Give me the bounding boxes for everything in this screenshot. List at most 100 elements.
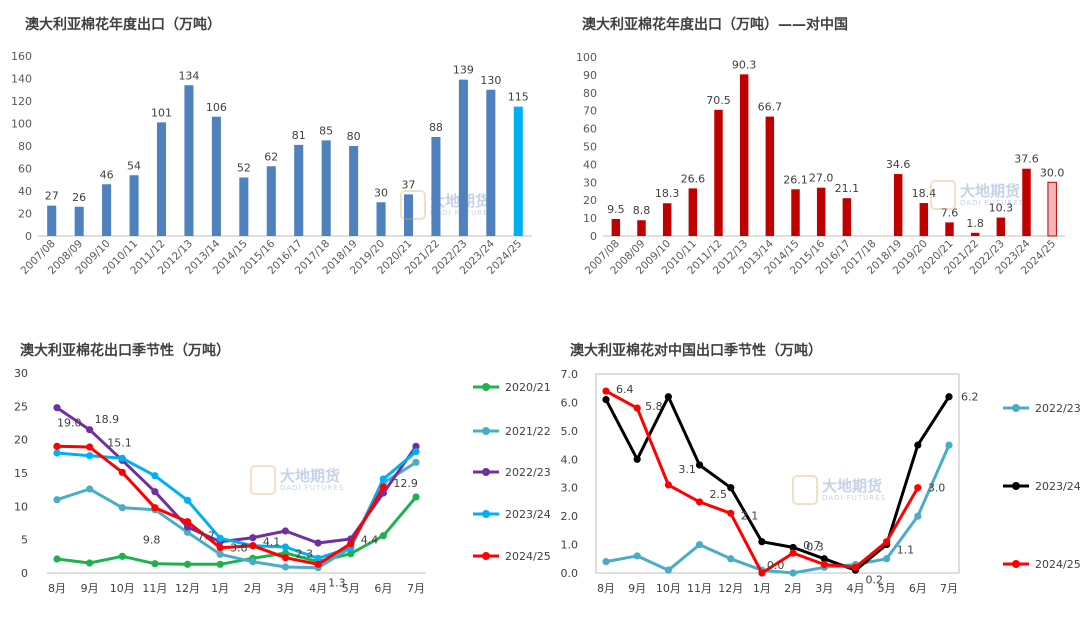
data-point — [883, 538, 891, 546]
y-tick-label: 30 — [14, 367, 28, 380]
watermark-mark-icon — [930, 180, 956, 210]
data-label: 34.6 — [886, 158, 911, 171]
data-label: 0.3 — [806, 540, 824, 553]
chart-title: 澳大利亚棉花出口季节性（万吨） — [20, 343, 230, 359]
data-label: 2.5 — [710, 488, 728, 501]
y-tick-label: 140 — [11, 73, 32, 86]
bar — [970, 232, 980, 236]
data-point — [281, 543, 290, 551]
bar — [156, 122, 167, 236]
y-tick-label: 80 — [583, 87, 597, 100]
data-label: 80 — [347, 130, 361, 143]
y-tick-label: 6.0 — [561, 396, 579, 409]
data-point — [727, 555, 735, 563]
data-point — [249, 534, 257, 542]
bar — [791, 189, 800, 236]
data-point — [412, 448, 420, 456]
data-point — [53, 555, 61, 563]
x-tick-label: 7月 — [407, 582, 425, 595]
data-point — [183, 528, 192, 536]
data-point — [758, 569, 766, 577]
data-label: 62 — [264, 150, 278, 163]
bar — [184, 85, 194, 236]
data-label: 26.1 — [783, 173, 808, 186]
y-tick-label: 20 — [583, 194, 597, 207]
data-point — [183, 518, 192, 526]
data-label: 90.3 — [732, 58, 757, 71]
data-point — [851, 563, 860, 571]
data-label: 0.2 — [865, 573, 883, 586]
y-tick-label: 7.0 — [561, 368, 579, 381]
x-tick-label: 1月 — [211, 582, 229, 595]
data-point — [633, 552, 641, 560]
data-label: 18.3 — [655, 187, 680, 200]
data-label: 27.0 — [809, 172, 834, 185]
data-point — [118, 468, 126, 476]
data-label: 130 — [480, 74, 501, 87]
data-label: 2.3 — [295, 548, 313, 561]
bar — [129, 175, 139, 236]
data-point — [183, 560, 192, 568]
data-label: 70.5 — [706, 94, 731, 107]
data-point — [727, 484, 735, 492]
watermark-mark-icon — [250, 465, 276, 495]
x-tick-label: 8月 — [597, 582, 615, 595]
data-point — [602, 558, 610, 566]
data-point — [118, 504, 126, 512]
data-label: 85 — [319, 124, 333, 137]
data-point — [53, 449, 61, 457]
data-point — [314, 539, 322, 547]
series-line — [605, 444, 951, 575]
bar — [662, 203, 672, 236]
y-tick-label: 30 — [583, 176, 597, 189]
data-label: 37 — [402, 178, 416, 191]
y-tick-label: 60 — [18, 163, 32, 176]
x-tick-label: 11月 — [142, 582, 167, 595]
bar — [688, 188, 698, 236]
data-label: 6.2 — [961, 391, 979, 404]
data-point — [695, 461, 704, 469]
watermark-mark-icon — [792, 475, 818, 505]
data-point — [86, 443, 94, 451]
x-tick-label: 10月 — [110, 582, 135, 595]
bar — [294, 144, 304, 236]
data-point — [789, 543, 797, 552]
y-tick-label: 20 — [14, 434, 28, 447]
legend-label: 2021/22 — [505, 425, 551, 438]
data-point — [379, 532, 387, 540]
data-label: 12.9 — [393, 477, 418, 490]
bar — [321, 140, 331, 236]
x-tick-label: 2月 — [244, 582, 262, 595]
legend-marker — [1012, 482, 1020, 490]
data-point — [664, 393, 672, 401]
watermark-text: 大地期货 — [430, 192, 491, 210]
data-point — [151, 504, 159, 512]
data-point — [347, 540, 355, 548]
y-tick-label: 10 — [14, 500, 28, 513]
chart-seasonal-total-panel: 澳大利亚棉花出口季节性（万吨） 0 5 10 15 20 25 30 8月 9月 10月 11月 12… — [0, 320, 560, 633]
bar — [1022, 168, 1031, 236]
chart-seasonal-china: 0.0 1.0 2.0 3.0 4.0 5.0 6.0 7.0 8月 9月 10月 11月 12月 1月 2… — [561, 368, 1080, 595]
data-point — [789, 569, 797, 577]
y-tick-label: 50 — [583, 141, 597, 154]
data-label: 7.6 — [941, 206, 959, 219]
data-point — [914, 484, 922, 492]
data-point — [633, 404, 641, 412]
bar — [739, 74, 749, 236]
y-tick-label: 40 — [583, 158, 597, 171]
y-tick-label: 0 — [25, 230, 32, 243]
data-label: 139 — [453, 64, 474, 77]
chart-seasonal-china-panel: 澳大利亚棉花对中国出口季节性（万吨） 0.0 1.0 2.0 3.0 4.0 5.0 6.0… — [560, 320, 1080, 633]
data-point — [727, 509, 735, 517]
data-point — [86, 426, 94, 434]
data-point — [914, 441, 922, 449]
chart-annual-total-panel: 澳大利亚棉花年度出口（万吨） 0 20 40 60 80 100 120 140 160 27 20… — [0, 0, 540, 300]
data-point — [249, 542, 257, 550]
data-label: 3.1 — [678, 463, 696, 476]
x-tick-label: 5月 — [878, 582, 896, 595]
chart-title: 澳大利亚棉花对中国出口季节性（万吨） — [570, 343, 822, 359]
bar — [239, 177, 249, 236]
x-tick-label: 9月 — [81, 582, 99, 595]
bar — [266, 166, 276, 236]
legend-marker — [1012, 560, 1020, 568]
